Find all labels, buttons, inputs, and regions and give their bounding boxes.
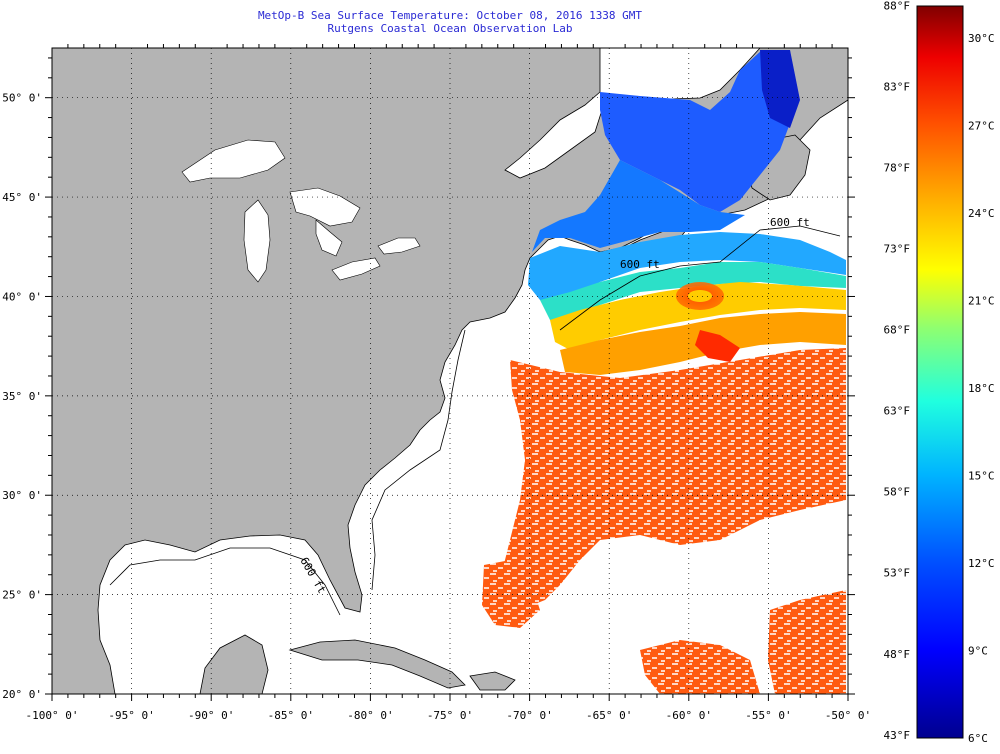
colorbar-f-label: 48°F <box>884 648 911 661</box>
land-hispaniola <box>469 671 516 691</box>
lon-tick-label: -80° 0' <box>347 709 393 722</box>
lon-tick-label: -65° 0' <box>586 709 632 722</box>
lon-tick-label: -70° 0' <box>506 709 552 722</box>
lat-tick-label: 40° 0' <box>2 290 42 303</box>
colorbar-c-label: 12°C <box>968 557 995 570</box>
map-title-line2: Rutgens Coastal Ocean Observation Lab <box>327 22 573 35</box>
map-title-line1: MetOp-B Sea Surface Temperature: October… <box>257 9 643 22</box>
colorbar-celsius-labels: 30°C 27°C 24°C 21°C 18°C 15°C 12°C 9°C 6°C <box>968 32 995 745</box>
longitude-axis: -100° 0' -95° 0' -90° 0' -85° 0' -80° 0' -75°… <box>26 44 871 722</box>
isobath-lines <box>109 225 841 616</box>
colorbar-c-label: 27°C <box>968 120 995 133</box>
colorbar-c-label: 9°C <box>968 645 988 658</box>
colorbar-f-label: 58°F <box>884 486 911 499</box>
land-yucatan <box>199 634 269 694</box>
lat-tick-label: 30° 0' <box>2 489 42 502</box>
isobath-label-grand-banks: 600 ft <box>770 216 810 229</box>
latitude-axis: 20° 0' 25° 0' 30° 0' 35° 0' 40° 0' 45° 0' 50° … <box>2 57 855 701</box>
great-lakes <box>181 139 421 283</box>
colorbar-c-label: 30°C <box>968 32 995 45</box>
land-cuba <box>288 639 466 689</box>
colorbar-c-label: 24°C <box>968 207 995 220</box>
isobath-label-gulf-of-maine: 600 ft <box>620 258 660 271</box>
colorbar-f-label: 68°F <box>884 324 911 337</box>
colorbar <box>916 5 964 739</box>
lon-tick-label: -95° 0' <box>108 709 154 722</box>
lon-tick-label: -75° 0' <box>427 709 473 722</box>
lon-tick-label: -85° 0' <box>268 709 314 722</box>
lat-tick-label: 45° 0' <box>2 191 42 204</box>
lat-tick-label: 25° 0' <box>2 589 42 602</box>
lon-tick-label: -55° 0' <box>745 709 791 722</box>
colorbar-f-label: 63°F <box>884 405 911 418</box>
lon-tick-label: -100° 0' <box>26 709 79 722</box>
colorbar-f-label: 53°F <box>884 567 911 580</box>
lon-tick-label: -60° 0' <box>666 709 712 722</box>
sst-overlay <box>482 50 846 694</box>
lat-tick-label: 50° 0' <box>2 92 42 105</box>
map-plot-area: 600 ft 600 ft 600 ft <box>52 48 848 694</box>
colorbar-f-label: 88°F <box>884 0 911 13</box>
lon-tick-label: -50° 0' <box>825 709 871 722</box>
colorbar-f-label: 78°F <box>884 162 911 175</box>
lat-tick-label: 35° 0' <box>2 390 42 403</box>
colorbar-c-label: 21°C <box>968 295 995 308</box>
lon-tick-label: -90° 0' <box>188 709 234 722</box>
colorbar-f-label: 83°F <box>884 81 911 94</box>
colorbar-f-label: 43°F <box>884 729 911 742</box>
lat-tick-label: 20° 0' <box>2 688 42 701</box>
colorbar-fahrenheit-labels: 88°F 83°F 78°F 73°F 68°F 63°F 58°F 53°F 48°F 43°F <box>884 0 911 742</box>
colorbar-c-label: 6°C <box>968 732 988 745</box>
colorbar-f-label: 73°F <box>884 243 911 256</box>
colorbar-c-label: 15°C <box>968 470 995 483</box>
colorbar-c-label: 18°C <box>968 382 995 395</box>
